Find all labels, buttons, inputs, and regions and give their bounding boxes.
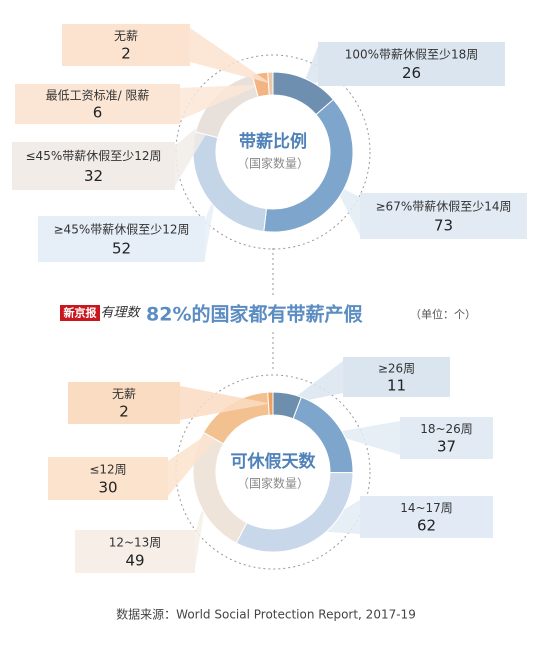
callout-pointer [190,28,271,84]
callout-box [68,382,180,424]
chart-subtitle: （国家数量） [237,476,309,491]
headline: 82%的国家都有带薪产假 [146,303,362,326]
callout-pointer [329,421,400,455]
logo-text: 新京报 [64,306,98,320]
value-label: 49 [125,551,144,569]
chart-title: 可休假天数 [231,451,317,472]
callout-pointer [180,84,262,120]
value-label: 52 [112,240,131,258]
callout-box [38,216,205,262]
value-label: 73 [434,217,453,235]
value-label: 2 [121,45,131,63]
logo-box [60,305,100,321]
callout-pointer [205,190,217,258]
donut-segment [267,391,274,416]
legend-label: 最低工资标准/ 限薪 [46,89,150,103]
legend-label: 18~26周 [420,422,473,436]
legend-label: ≥45%带薪休假至少12周 [54,222,190,236]
callout-pointer [285,361,343,405]
value-label: 62 [417,517,436,535]
callout-box [15,84,180,124]
legend-label: 14~17周 [400,501,453,515]
callout-pointer [333,183,360,235]
legend-label: ≤12周 [89,462,126,476]
value-label: 11 [387,376,406,394]
legend-label: ≥67%带薪休假至少14周 [376,199,512,213]
value-label: 6 [93,103,103,121]
legend-label: 无薪 [114,29,138,43]
legend-label: 无薪 [112,387,136,401]
callout-pointer [180,386,271,420]
legend-label: ≥26周 [378,362,415,376]
unit: （单位：个） [410,307,476,321]
callout-box [360,193,527,239]
legend-label: ≤45%带薪休假至少12周 [26,149,162,163]
legend-label: 12~13周 [109,535,162,549]
value-label: 32 [84,167,103,185]
dashed-ring [175,374,371,570]
donut-segment [267,71,274,96]
callout-box [343,357,450,397]
logo-text: 有理数 [100,306,141,321]
dashed-ring [175,54,371,250]
value-label: 2 [119,403,129,421]
callout-box [48,457,168,500]
chart-subtitle: （国家数量） [237,156,309,171]
value-label: 26 [402,64,421,82]
callout-box [62,24,190,66]
callout-box [75,530,195,573]
callout-box [12,142,175,190]
callout-box [400,417,493,459]
chart-title: 带薪比例 [239,131,307,152]
value-label: 30 [98,478,117,496]
source: 数据来源：World Social Protection Report, 201… [116,607,416,622]
callout-box [360,496,493,538]
legend-label: 100%带薪休假至少18周 [345,48,479,62]
callout-box [318,42,505,86]
value-label: 37 [437,438,456,456]
